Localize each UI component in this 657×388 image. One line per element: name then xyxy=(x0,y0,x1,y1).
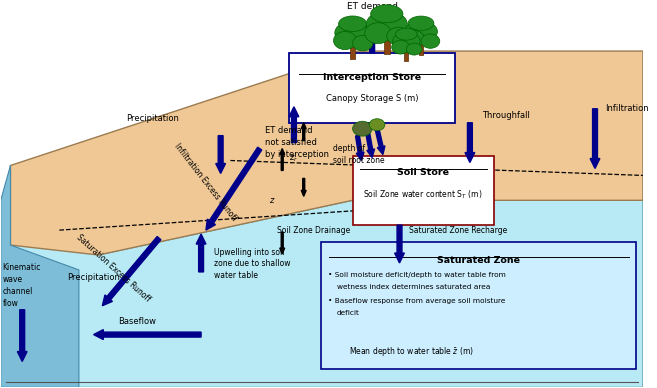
Text: Precipitation: Precipitation xyxy=(125,114,179,123)
Text: ET demand: ET demand xyxy=(347,2,397,11)
Polygon shape xyxy=(11,165,643,387)
Ellipse shape xyxy=(365,23,391,43)
Polygon shape xyxy=(11,51,643,255)
Text: Precipitation: Precipitation xyxy=(67,274,120,282)
FancyArrow shape xyxy=(395,225,405,263)
Text: wetness index determines saturated area: wetness index determines saturated area xyxy=(337,284,490,290)
Bar xyxy=(353,156,494,225)
Text: Soil Zone Drainage: Soil Zone Drainage xyxy=(277,226,351,235)
Ellipse shape xyxy=(369,119,385,131)
Text: Canopy Storage S (m): Canopy Storage S (m) xyxy=(326,94,419,103)
FancyArrow shape xyxy=(590,109,600,168)
Text: • Soil moisture deficit/depth to water table from: • Soil moisture deficit/depth to water t… xyxy=(328,272,506,278)
FancyArrow shape xyxy=(302,123,306,140)
Ellipse shape xyxy=(396,28,417,40)
Text: Mean depth to water table $\bar{z}$ (m): Mean depth to water table $\bar{z}$ (m) xyxy=(349,345,474,357)
Text: wave: wave xyxy=(3,275,23,284)
FancyArrow shape xyxy=(355,135,364,161)
Text: Infiltration: Infiltration xyxy=(605,104,648,113)
Text: water table: water table xyxy=(214,271,258,281)
FancyArrow shape xyxy=(206,147,261,230)
FancyArrow shape xyxy=(215,136,225,173)
Ellipse shape xyxy=(406,43,422,55)
Bar xyxy=(419,43,423,55)
Ellipse shape xyxy=(338,16,367,31)
Text: Upwelling into soil: Upwelling into soil xyxy=(214,248,284,256)
Text: zone due to shallow: zone due to shallow xyxy=(214,260,290,268)
FancyArrow shape xyxy=(365,130,374,158)
Ellipse shape xyxy=(403,30,424,47)
FancyArrow shape xyxy=(17,310,27,362)
Text: $z_r$: $z_r$ xyxy=(289,153,298,164)
FancyArrow shape xyxy=(367,15,377,53)
Text: Kinematic: Kinematic xyxy=(3,263,41,272)
Ellipse shape xyxy=(366,11,407,38)
Text: by interception: by interception xyxy=(265,150,328,159)
Text: depth of: depth of xyxy=(333,144,365,153)
Ellipse shape xyxy=(371,5,403,23)
Text: • Baseflow response from average soil moisture: • Baseflow response from average soil mo… xyxy=(328,298,505,304)
Ellipse shape xyxy=(392,40,409,54)
Text: soil root zone: soil root zone xyxy=(333,156,384,165)
FancyArrow shape xyxy=(465,123,475,163)
Ellipse shape xyxy=(335,21,371,44)
Text: Baseflow: Baseflow xyxy=(118,317,156,326)
Text: Soil Store: Soil Store xyxy=(397,168,449,177)
Ellipse shape xyxy=(421,34,440,48)
FancyArrow shape xyxy=(375,128,385,154)
FancyArrow shape xyxy=(280,232,284,254)
Bar xyxy=(350,46,355,59)
Text: channel: channel xyxy=(3,287,33,296)
Ellipse shape xyxy=(405,21,438,42)
FancyArrow shape xyxy=(289,107,299,143)
Ellipse shape xyxy=(408,16,434,30)
Text: not satisfied: not satisfied xyxy=(265,138,317,147)
Ellipse shape xyxy=(353,35,373,51)
FancyArrow shape xyxy=(196,234,206,272)
Text: flow: flow xyxy=(3,299,18,308)
FancyArrow shape xyxy=(93,330,201,340)
Text: Infiltration Excess Runoff: Infiltration Excess Runoff xyxy=(173,142,239,223)
Bar xyxy=(321,242,636,369)
Text: Interception Store: Interception Store xyxy=(323,73,421,82)
Bar xyxy=(289,53,455,123)
Text: Throughfall: Throughfall xyxy=(482,111,530,120)
Text: Soil Zone water content S$_T$ (m): Soil Zone water content S$_T$ (m) xyxy=(363,188,483,201)
Text: Saturated Zone Recharge: Saturated Zone Recharge xyxy=(409,226,508,235)
Ellipse shape xyxy=(353,121,372,136)
Ellipse shape xyxy=(334,31,356,50)
Text: $z$: $z$ xyxy=(269,196,276,205)
Text: Saturated Zone: Saturated Zone xyxy=(437,256,520,265)
Text: Saturation Excess Runoff: Saturation Excess Runoff xyxy=(74,232,152,303)
Text: deficit: deficit xyxy=(337,310,360,316)
Bar xyxy=(405,51,408,61)
FancyArrow shape xyxy=(102,236,161,306)
Ellipse shape xyxy=(387,27,410,45)
Ellipse shape xyxy=(393,32,420,50)
Polygon shape xyxy=(1,165,79,387)
FancyArrow shape xyxy=(302,178,306,196)
Text: ET demand: ET demand xyxy=(265,126,312,135)
FancyArrow shape xyxy=(280,149,284,170)
Bar xyxy=(384,39,390,54)
